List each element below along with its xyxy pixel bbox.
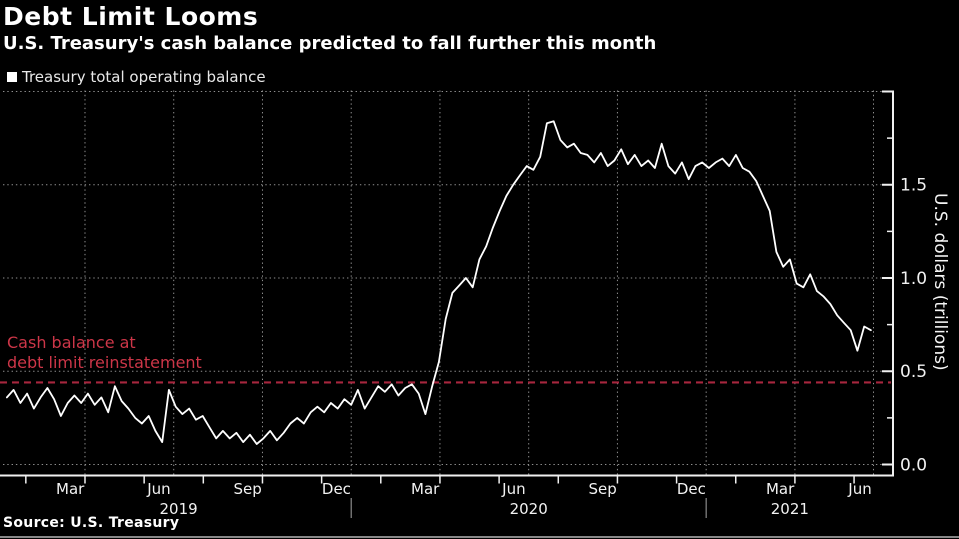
y-tick-label: 0.0 [900, 455, 927, 475]
bottom-divider [0, 536, 959, 538]
month-label: Sep [234, 480, 262, 498]
horizontal-gridlines [3, 91, 890, 465]
y-tick-label: 1.5 [900, 176, 927, 196]
legend-square-icon [7, 72, 17, 82]
month-label: Dec [677, 480, 706, 498]
source-credit: Source: U.S. Treasury [3, 515, 180, 531]
year-label: 2021 [771, 500, 809, 518]
y-tick-label: 0.5 [900, 362, 927, 382]
year-label: 2020 [510, 500, 548, 518]
y-tick-label: 1.0 [900, 269, 927, 289]
month-label: Mar [411, 480, 440, 498]
legend-label: Treasury total operating balance [22, 68, 266, 86]
treasury-balance-line [6, 120, 872, 445]
month-label: Jun [501, 480, 525, 498]
chart-subtitle: U.S. Treasury's cash balance predicted t… [3, 33, 657, 54]
y-axis-ticks: 0.0 0.5 1.0 1.5 [882, 90, 927, 475]
y-axis-title: U.S. dollars (trillions) [930, 193, 950, 371]
month-label: Mar [766, 480, 795, 498]
annotation-line-2: debt limit reinstatement [7, 353, 202, 372]
month-label: Jun [847, 480, 871, 498]
month-label: Jun [146, 480, 170, 498]
chart-title: Debt Limit Looms [3, 2, 259, 31]
x-axis-ticks [25, 475, 855, 484]
month-label: Sep [588, 480, 616, 498]
annotation-line-1: Cash balance at [7, 333, 136, 352]
legend: Treasury total operating balance [7, 68, 266, 86]
year-labels: 2019 2020 2021 [160, 498, 809, 518]
month-label: Mar [56, 480, 85, 498]
year-label: 2019 [160, 500, 198, 518]
x-tick-labels: Mar Jun Sep Dec Mar Jun Sep Dec Mar Jun [56, 480, 872, 498]
reference-line-annotation: Cash balance at debt limit reinstatement [7, 333, 202, 373]
month-label: Dec [322, 480, 351, 498]
